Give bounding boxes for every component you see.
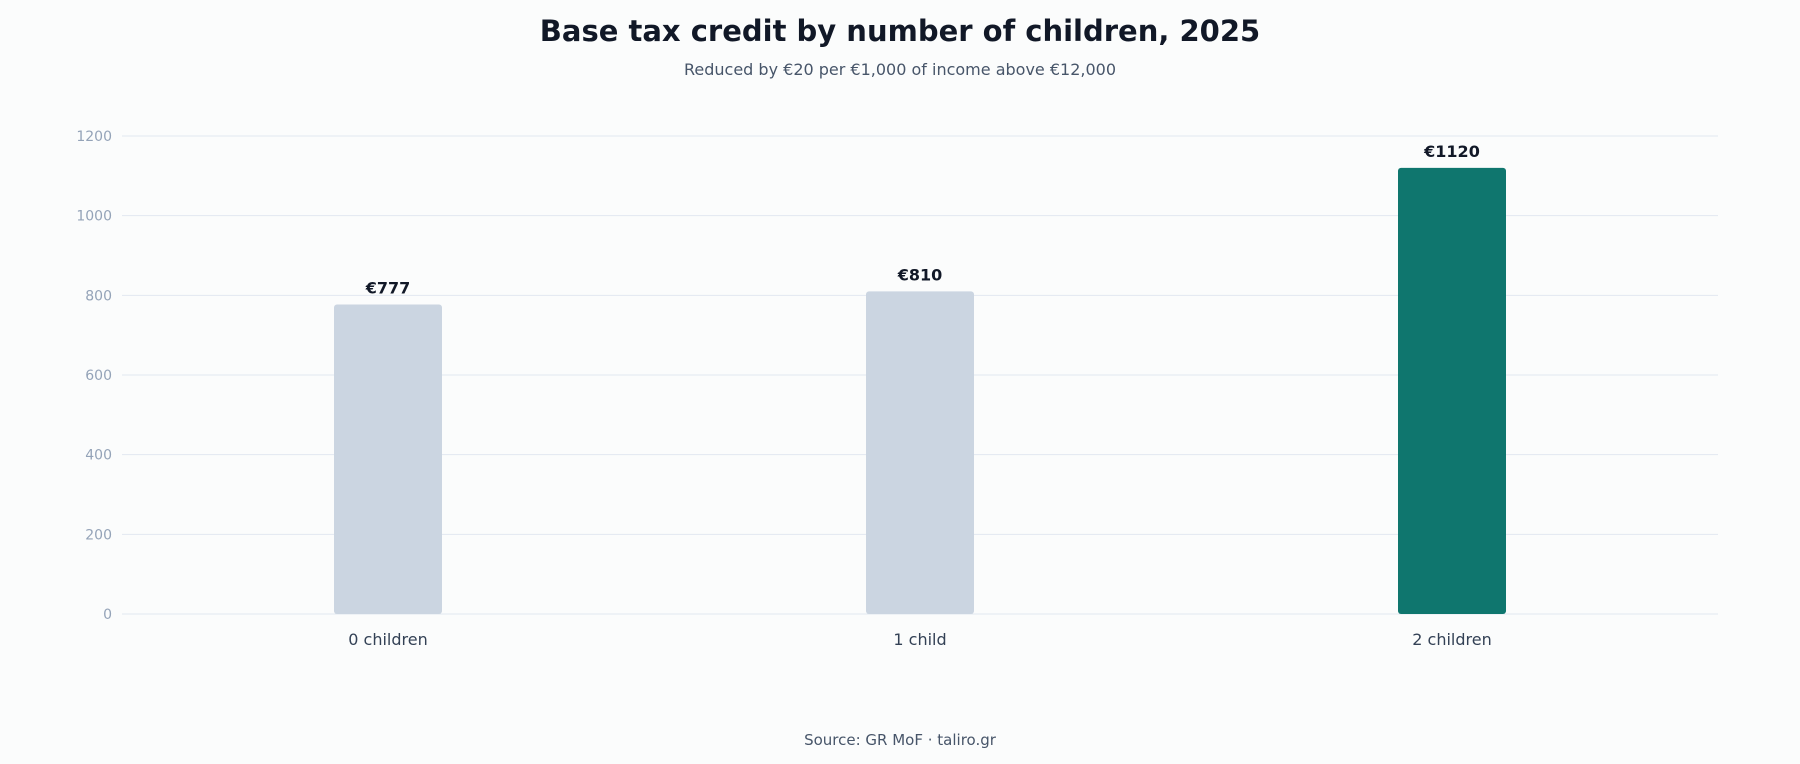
bar-value-label: €1120 [1423, 142, 1480, 161]
bar-2 [1398, 167, 1506, 614]
y-tick-label: 800 [85, 288, 112, 304]
source-note: Source: GR MoF · taliro.gr [804, 731, 996, 749]
value-labels: €777 €810 €1120 [365, 142, 1480, 298]
chart-title: Base tax credit by number of children, 2… [539, 14, 1261, 48]
x-category-label: 0 children [348, 630, 427, 649]
y-tick-label: 1200 [76, 129, 112, 145]
bar-0 [334, 304, 442, 614]
y-tick-label: 600 [85, 368, 112, 384]
bar-value-label: €777 [365, 278, 411, 297]
y-tick-label: 0 [103, 607, 112, 623]
y-tick-label: 1000 [76, 209, 112, 225]
y-axis-ticks: 0 200 400 600 800 1000 1200 [76, 129, 112, 623]
x-axis-categories: 0 children 1 child 2 children [348, 630, 1491, 649]
bar-value-label: €810 [897, 265, 943, 284]
bars [334, 167, 1506, 614]
bar-1 [866, 291, 974, 614]
y-tick-label: 200 [85, 527, 112, 543]
chart-subtitle: Reduced by €20 per €1,000 of income abov… [684, 60, 1116, 79]
x-category-label: 1 child [893, 630, 946, 649]
x-category-label: 2 children [1412, 630, 1491, 649]
y-tick-label: 400 [85, 448, 112, 464]
